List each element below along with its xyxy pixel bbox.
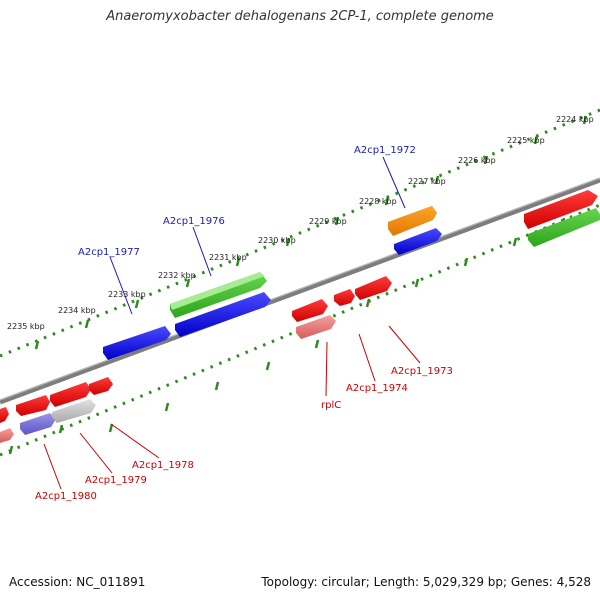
gene-orange[interactable] — [388, 206, 437, 236]
gene-red-left-1[interactable] — [0, 407, 9, 423]
gene-label-A2cp1_1974: A2cp1_1974 — [346, 383, 408, 394]
gene-pink-left[interactable] — [0, 428, 14, 443]
gene-red-left-3[interactable] — [50, 382, 91, 407]
forward-major-ticks — [34, 115, 588, 350]
gene-pink-mid[interactable] — [296, 315, 336, 339]
tick-label: 2233 kbp — [108, 290, 146, 299]
gene-grey-left[interactable] — [52, 399, 96, 423]
gene-red-mid-2[interactable] — [334, 289, 355, 306]
tick-label: 2235 kbp — [7, 322, 45, 331]
forward-tick-track — [0, 108, 600, 358]
gene-label-rplC: rplC — [321, 400, 341, 411]
gene-blue-small[interactable] — [394, 228, 442, 255]
tick-label: 2225 kbp — [507, 136, 545, 145]
gene-labels: A2cp1_1972 A2cp1_1976 A2cp1_1977 A2cp1_1… — [35, 145, 453, 502]
gene-green-right[interactable] — [528, 208, 600, 247]
gene-blue-long[interactable] — [175, 292, 271, 337]
gene-red-top-right[interactable] — [524, 190, 598, 229]
gene-label-A2cp1_1978: A2cp1_1978 — [132, 460, 194, 471]
gene-red-left-2[interactable] — [16, 395, 50, 416]
gene-label-A2cp1_1979: A2cp1_1979 — [85, 475, 147, 486]
tick-label: 2229 kbp — [309, 217, 347, 226]
gene-red-mid-3[interactable] — [355, 276, 392, 300]
gene-green[interactable] — [170, 272, 267, 318]
gene-label-A2cp1_1976: A2cp1_1976 — [163, 216, 225, 227]
tick-label: 2234 kbp — [58, 306, 96, 315]
tick-label: 2227 kbp — [408, 177, 446, 186]
gene-label-A2cp1_1972: A2cp1_1972 — [354, 145, 416, 156]
gene-label-A2cp1_1973: A2cp1_1973 — [391, 366, 453, 377]
gene-lavender-left[interactable] — [20, 413, 56, 435]
reverse-major-ticks — [8, 217, 566, 455]
tick-label: 2224 kbp — [556, 115, 594, 124]
genome-backbone — [0, 177, 600, 405]
map-title: Anaeromyxobacter dehalogenans 2CP-1, com… — [106, 9, 494, 24]
tick-label: 2230 kbp — [258, 236, 296, 245]
callout-lines — [43, 156, 421, 490]
gene-red-mid-1[interactable] — [292, 299, 328, 322]
topology-text: Topology: circular; Length: 5,029,329 bp… — [261, 575, 591, 589]
gene-red-left-4[interactable] — [89, 377, 113, 395]
gene-label-A2cp1_1977: A2cp1_1977 — [78, 247, 140, 258]
gene-blue-left[interactable] — [103, 326, 171, 360]
tick-labels: 2224 kbp 2225 kbp 2226 kbp 2227 kbp 2228… — [7, 115, 594, 331]
tick-label: 2228 kbp — [359, 197, 397, 206]
accession-text: Accession: NC_011891 — [9, 575, 146, 589]
gene-label-A2cp1_1980: A2cp1_1980 — [35, 491, 97, 502]
tick-label: 2226 kbp — [458, 156, 496, 165]
tick-label: 2231 kbp — [209, 253, 247, 262]
tick-label: 2232 kbp — [158, 271, 196, 280]
